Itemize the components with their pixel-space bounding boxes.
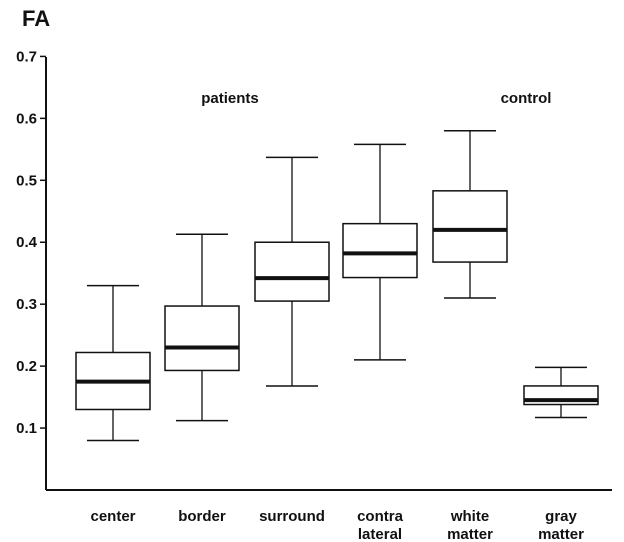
box-4 [342,143,418,361]
x-category-label-line2: lateral [358,526,402,542]
group-label-control: control [501,90,552,107]
x-axis-labels: center border surround contralateralwhitema… [90,508,584,542]
y-tick-label: 0.1 [16,420,37,437]
y-axis-ticks: 0.7 0.6 0.5 0.4 0.3 0.2 0.1 [16,48,46,437]
axes [45,57,612,491]
iqr-box [432,190,508,263]
iqr-box [342,222,418,279]
y-tick-label: 0.2 [16,358,37,375]
box-1 [75,284,151,442]
group-label-patients: patients [201,90,259,107]
x-category-label-line2: matter [538,526,584,542]
x-category-label-line2: matter [447,526,493,542]
y-tick-label: 0.6 [16,110,37,127]
x-category-label: contra [357,508,404,525]
y-tick-label: 0.7 [16,48,37,65]
chart-title: FA [22,6,50,31]
x-category-label: center [90,508,135,525]
x-category-label: white [450,508,489,525]
group-labels: patients control [201,90,551,107]
iqr-box [164,305,240,372]
x-category-label: gray [545,508,577,525]
box-6 [523,366,599,419]
x-category-label: border [178,508,226,525]
box-3 [254,156,330,387]
box-2 [164,233,240,422]
iqr-box [254,241,330,302]
y-tick-label: 0.4 [16,234,38,251]
x-category-label: surround [259,508,325,525]
y-tick-label: 0.5 [16,172,37,189]
boxes [75,129,599,442]
box-5 [432,129,508,299]
y-tick-label: 0.3 [16,296,37,313]
